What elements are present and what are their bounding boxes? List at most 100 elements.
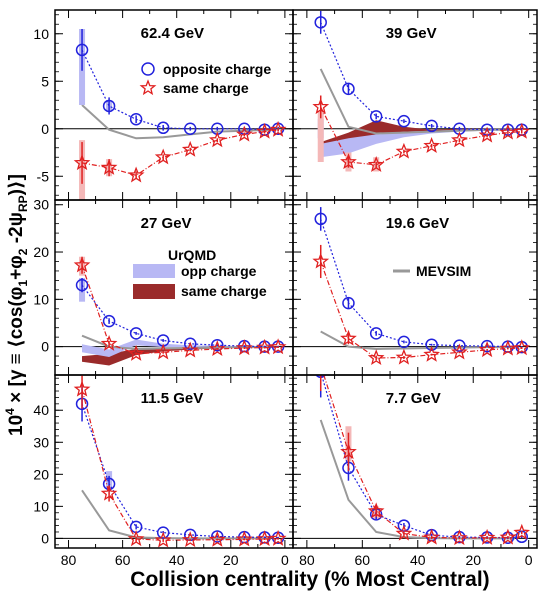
opposite-charge-point	[156, 121, 170, 135]
legend-same-label: same charge	[163, 80, 249, 96]
legend-urqmd-same-label: same charge	[181, 283, 267, 299]
same-charge-curve	[81, 265, 279, 355]
y-tick-label: -5	[37, 168, 50, 184]
same-charge-point	[312, 252, 330, 269]
y-axis-label-psi: -2ψ	[6, 212, 27, 249]
x-tick-label: 0	[525, 552, 533, 568]
same-charge-point	[499, 123, 517, 140]
opposite-charge-point	[129, 113, 143, 126]
same-charge-point	[269, 120, 287, 137]
panel-plot-area	[293, 10, 537, 172]
same-charge-point	[236, 530, 253, 547]
same-charge-point	[395, 348, 413, 365]
same-charge-point	[499, 528, 517, 545]
opposite-charge-point	[397, 114, 411, 128]
same-charge-point	[181, 531, 199, 548]
y-tick-label: 30	[33, 434, 49, 450]
same-charge-point	[154, 531, 172, 548]
y-axis-label-exponent: 4	[3, 408, 17, 415]
opposite-charge-point	[129, 327, 143, 340]
same-charge-point	[73, 380, 91, 397]
same-charge-point	[395, 142, 413, 159]
panel-title: 62.4 GeV	[141, 25, 204, 42]
opposite-charge-curve	[81, 49, 279, 131]
opposite-charge-point	[453, 339, 466, 352]
same-charge-point	[340, 443, 357, 460]
same-charge-curve	[323, 375, 522, 539]
x-tick-label: 60	[355, 552, 371, 568]
same-charge-point	[312, 98, 330, 115]
y-tick-label: 0	[41, 339, 49, 355]
opposite-charge-point	[342, 296, 355, 310]
y-tick-label: 0	[41, 121, 49, 137]
x-tick-label: 20	[223, 552, 239, 568]
legend-same-star-shape	[139, 79, 157, 96]
opposite-charge-point	[480, 339, 494, 353]
panel-3: 19.6 GeV	[292, 199, 538, 376]
mevsim-line	[319, 419, 515, 540]
same-charge-point	[256, 530, 273, 547]
opposite-charge-curve	[320, 218, 522, 348]
same-charge-point	[100, 158, 118, 175]
opposite-charge-point	[183, 337, 197, 351]
opposite-charge-point	[75, 278, 89, 292]
panel-5: 7.7 GeV	[292, 358, 538, 549]
y-tick-label: 10	[33, 26, 49, 42]
same-charge-point	[478, 126, 496, 143]
same-charge-point	[423, 345, 440, 362]
same-charge-point	[513, 122, 531, 139]
y-tick-label: 10	[33, 291, 49, 307]
same-charge-point	[499, 339, 517, 356]
same-charge-point	[451, 131, 468, 148]
x-tick-label: 40	[410, 552, 426, 568]
y-tick-label: 20	[33, 466, 49, 482]
same-charge-point	[269, 338, 287, 355]
y-tick-label: 10	[33, 498, 49, 514]
same-charge-point	[154, 343, 172, 360]
same-charge-point	[513, 523, 531, 540]
opposite-charge-point	[183, 122, 197, 135]
x-tick-label: 80	[299, 552, 315, 568]
same-charge-point	[127, 344, 145, 361]
x-tick-label: 20	[465, 552, 481, 568]
panel-title: 11.5 GeV	[141, 390, 204, 407]
urqmd-same-band	[320, 120, 515, 150]
legend-mevsim-label: MEVSIM	[416, 263, 471, 279]
y-axis-label-sub2: 2	[16, 248, 30, 255]
same-charge-point	[208, 530, 226, 547]
same-charge-point	[314, 358, 327, 371]
opposite-charge-point	[369, 327, 383, 340]
urqmd-opp-band	[82, 339, 272, 357]
panels: -5 0 5 10 62.4 GeV 39 GeV 0 10 20 30 27 GeV 19.6 Ge…	[33, 9, 538, 549]
same-charge-point	[181, 341, 199, 358]
same-charge-point	[367, 155, 385, 172]
y-axis-label-prefix: 10	[6, 415, 27, 436]
same-charge-curve	[81, 389, 279, 541]
panel-2: 0 10 20 30 27 GeV	[33, 197, 294, 376]
same-charge-point	[208, 340, 226, 357]
opposite-charge-point	[369, 110, 383, 123]
x-axis-label: Collision centrality (% Most Central)	[130, 568, 489, 591]
same-charge-point	[450, 343, 468, 360]
same-charge-point	[340, 329, 357, 346]
panel-4: 0 10 20 30 40 11.5 GeV	[33, 374, 294, 549]
same-charge-point	[100, 335, 118, 351]
opposite-charge-curve	[81, 403, 279, 539]
urqmd-opp-band	[320, 128, 515, 158]
same-charge-point	[451, 529, 468, 546]
same-charge-point	[181, 140, 199, 157]
legend-urqmd-opp-swatch	[133, 264, 175, 278]
same-charge-point	[100, 484, 118, 501]
mevsim-line	[319, 68, 515, 135]
same-charge-point	[73, 154, 91, 171]
same-charge-point	[208, 131, 226, 148]
same-charge-point	[367, 349, 385, 366]
y-axis-label-phi2: +φ	[6, 255, 27, 280]
y-axis-label: 104 × [γ ≡ ⟨cos(φ1+φ2 -2ψRP)⟩]	[3, 174, 30, 436]
same-charge-point	[236, 125, 253, 142]
panel-1: 39 GeV	[292, 9, 538, 201]
opposite-charge-point	[314, 212, 327, 226]
legend-opposite-marker	[141, 62, 155, 76]
y-tick-label: 5	[41, 73, 49, 89]
panel-title: 27 GeV	[141, 215, 192, 232]
